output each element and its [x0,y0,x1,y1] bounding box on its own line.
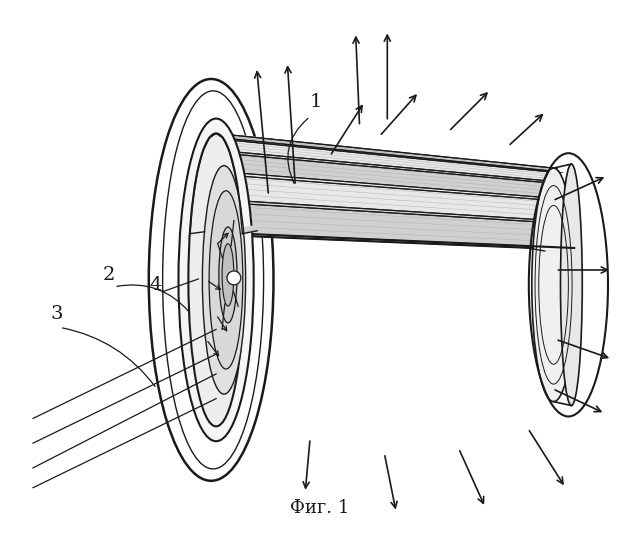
Polygon shape [209,133,554,172]
Text: Фиг. 1: Фиг. 1 [291,499,349,516]
Polygon shape [239,201,574,248]
Text: 3: 3 [51,306,63,323]
Text: 4: 4 [150,276,162,294]
Polygon shape [216,133,559,172]
Ellipse shape [209,191,243,369]
Ellipse shape [222,244,234,306]
Polygon shape [197,151,543,200]
Text: 2: 2 [102,266,115,284]
Polygon shape [223,138,564,182]
Ellipse shape [561,164,582,406]
Ellipse shape [532,168,575,401]
Polygon shape [193,173,539,222]
Polygon shape [235,173,572,222]
Ellipse shape [179,118,253,441]
Polygon shape [188,232,205,239]
Polygon shape [229,151,568,200]
Ellipse shape [227,271,241,285]
Text: 1: 1 [310,93,323,111]
Polygon shape [190,201,535,248]
Polygon shape [241,225,257,233]
Ellipse shape [188,133,244,426]
Polygon shape [203,138,548,182]
Ellipse shape [219,227,237,323]
Ellipse shape [202,166,246,394]
